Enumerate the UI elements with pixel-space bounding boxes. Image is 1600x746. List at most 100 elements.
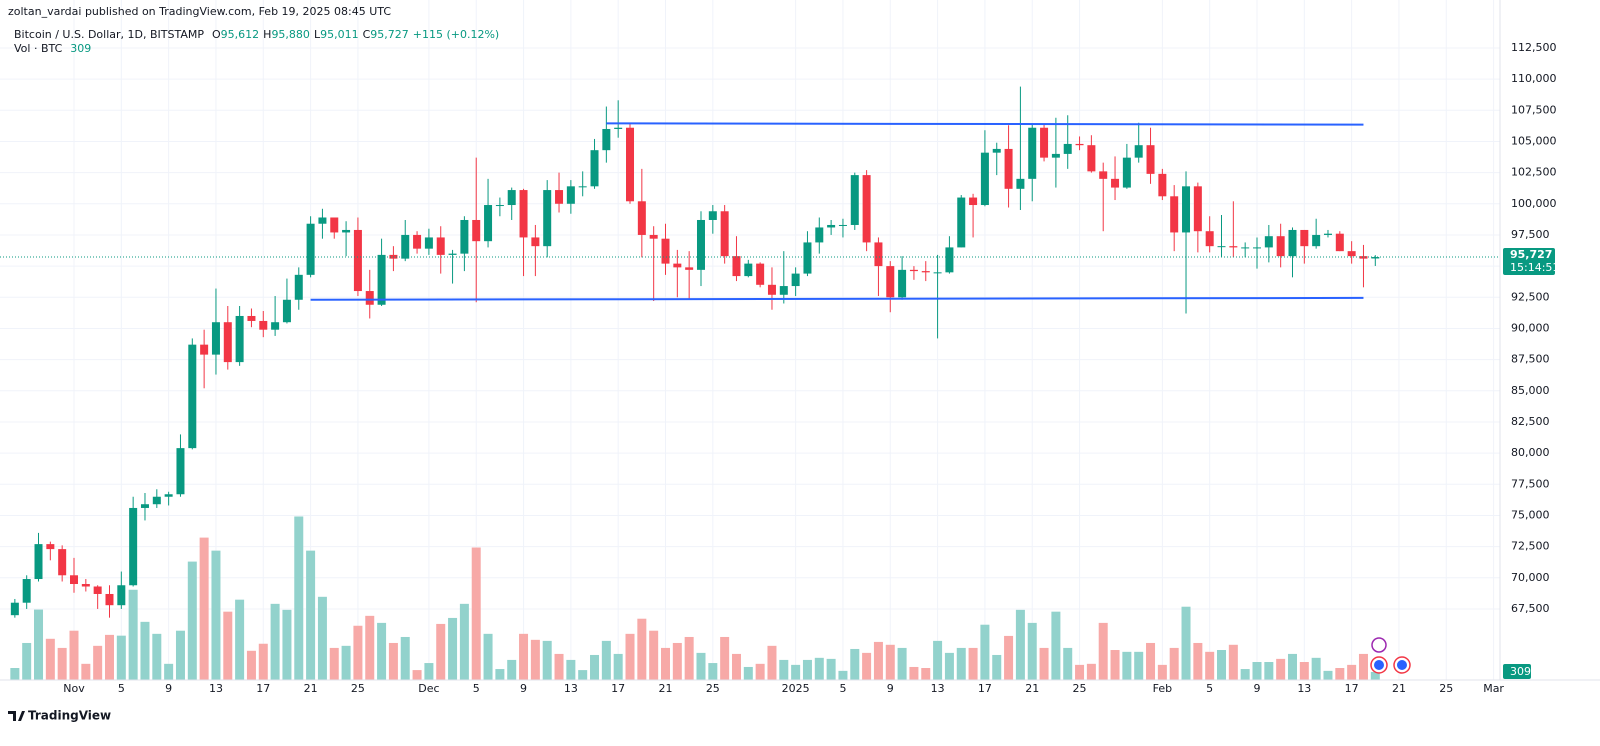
y-tick-label: 92,500	[1511, 290, 1550, 303]
x-tick-label: 17	[978, 682, 992, 695]
candle-body	[1335, 233, 1344, 252]
y-tick-label: 80,000	[1511, 446, 1550, 459]
x-tick-label: 9	[887, 682, 894, 695]
volume-bar	[1323, 670, 1333, 680]
candle-body	[649, 234, 658, 239]
volume-bar	[802, 659, 812, 680]
volume-bar	[921, 668, 931, 680]
ohlc-key: C	[363, 28, 371, 41]
volume-bar	[933, 640, 943, 680]
candle-body	[767, 284, 776, 295]
x-tick-label: 21	[659, 682, 673, 695]
volume-bar	[246, 650, 256, 680]
x-tick-label: 25	[1439, 682, 1453, 695]
volume-value: 309	[70, 42, 91, 55]
candle-body	[58, 549, 67, 576]
volume-bar	[1122, 651, 1132, 680]
volume-bar	[175, 630, 185, 680]
candle-body	[1253, 247, 1261, 249]
candle-body	[164, 494, 173, 497]
x-tick-label: 9	[165, 682, 172, 695]
volume-bar	[672, 642, 682, 680]
candle-body	[1122, 157, 1131, 188]
volume-bar	[1276, 658, 1286, 680]
volume-bar	[1075, 664, 1085, 680]
y-tick-label: 72,500	[1511, 540, 1550, 553]
candle-body	[827, 224, 836, 228]
ohlc-key: L	[314, 28, 321, 41]
volume-bar	[530, 639, 540, 680]
volume-bar	[956, 647, 966, 680]
candle-body	[555, 190, 564, 204]
candle-body	[1217, 246, 1226, 248]
volume-bar	[684, 636, 694, 680]
candle-body	[294, 274, 303, 300]
volume-bar	[1169, 647, 1179, 680]
candle-body	[1158, 173, 1167, 197]
candle-body	[1051, 153, 1060, 158]
x-tick-label: 17	[611, 682, 625, 695]
candle-body	[211, 322, 220, 355]
y-tick-label: 85,000	[1511, 384, 1550, 397]
candle-body	[696, 219, 705, 270]
candle-body	[1134, 145, 1143, 158]
volume-bar	[448, 617, 458, 680]
x-tick-label: Dec	[418, 682, 439, 695]
candle-body	[176, 448, 185, 495]
volume-bar	[424, 663, 434, 680]
candle-body	[1312, 234, 1321, 247]
y-tick-label: 102,500	[1511, 166, 1557, 179]
x-tick-label: 21	[304, 682, 318, 695]
volume-bar	[270, 603, 280, 680]
volume-bar	[377, 622, 387, 680]
candle-body	[330, 217, 339, 233]
volume-bar	[814, 657, 824, 680]
volume-bar	[755, 663, 765, 680]
volume-bar	[1098, 622, 1108, 680]
candle-body	[259, 320, 268, 330]
candle-body	[886, 266, 895, 298]
volume-bar	[1039, 647, 1049, 680]
volume-bar	[140, 621, 150, 680]
volume-bar	[1370, 671, 1380, 680]
volume-bar	[223, 611, 233, 680]
volume-bar	[93, 645, 103, 680]
volume-bar	[282, 609, 292, 680]
volume-bar	[944, 652, 954, 680]
candle-body	[1359, 256, 1368, 259]
y-tick-label: 82,500	[1511, 415, 1550, 428]
volume-bar	[1193, 642, 1203, 680]
volume-bar	[294, 516, 304, 680]
candle-body	[685, 267, 694, 270]
candle-body	[708, 211, 717, 220]
y-tick-label: 107,500	[1511, 103, 1557, 116]
x-tick-label: Mar	[1483, 682, 1504, 695]
event-icons	[1370, 637, 1411, 674]
candle-body	[756, 263, 765, 285]
candle-body	[413, 234, 422, 249]
volume-bar	[590, 654, 600, 680]
y-tick-label: 77,500	[1511, 477, 1550, 490]
volume-bar	[1086, 663, 1096, 680]
volume-bar	[1264, 662, 1274, 680]
volume-bar	[1287, 653, 1297, 680]
volume-bar	[365, 615, 375, 680]
volume-bar	[1004, 635, 1014, 680]
volume-bar	[57, 647, 67, 680]
candle-body	[661, 238, 670, 264]
volume-bar	[471, 547, 481, 680]
candle-body	[46, 544, 55, 550]
ohlc-value: 95,612	[221, 28, 260, 41]
volume-bar	[152, 633, 162, 680]
x-tick-label: 5	[1206, 682, 1213, 695]
volume-bar	[81, 663, 91, 680]
volume-bar	[968, 647, 978, 680]
volume-bar	[542, 640, 552, 680]
candle-body	[1028, 127, 1037, 179]
x-tick-label: 5	[473, 682, 480, 695]
candle-body	[271, 322, 280, 330]
candle-body	[436, 237, 445, 255]
y-tick-label: 87,500	[1511, 353, 1550, 366]
change: +115 (+0.12%)	[413, 28, 499, 41]
